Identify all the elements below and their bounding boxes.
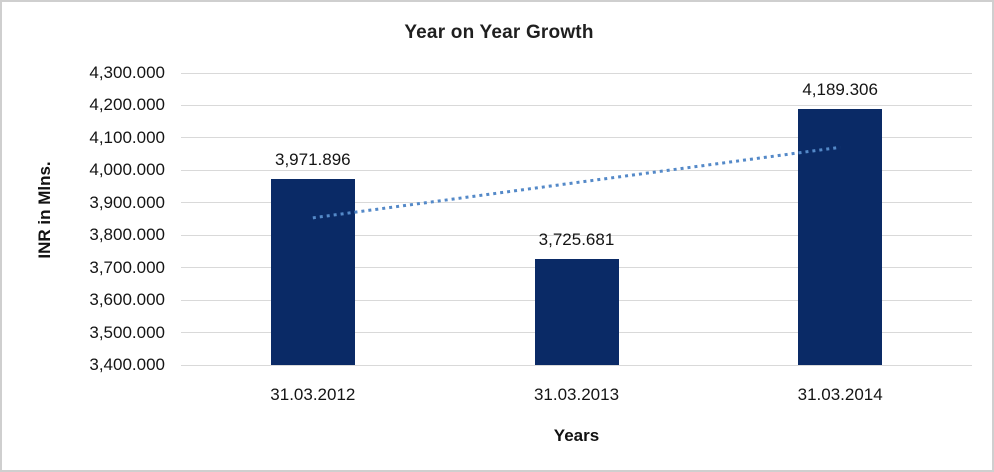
bar-value-label: 3,725.681 <box>538 230 615 250</box>
y-tick-label: 3,900.000 <box>89 192 165 212</box>
bar-31.03.2012 <box>270 179 355 365</box>
gridline <box>181 72 972 74</box>
x-tick-label: 31.03.2014 <box>797 385 883 404</box>
y-tick-label: 3,800.000 <box>89 225 165 245</box>
bar-value-label: 3,971.896 <box>275 150 351 170</box>
x-tick-label: 31.03.2012 <box>270 385 356 404</box>
x-tick-label: 31.03.2013 <box>533 385 620 404</box>
y-tick-label: 3,600.000 <box>89 290 165 310</box>
y-tick-label: 3,700.000 <box>89 257 165 277</box>
bar-value-label: 4,189.306 <box>802 79 878 99</box>
gridline <box>181 137 972 139</box>
y-tick-label: 4,100.000 <box>89 127 165 147</box>
gridline <box>181 234 972 236</box>
y-tick-label: 4,200.000 <box>89 95 165 115</box>
gridline <box>181 104 972 106</box>
y-tick-label: 3,500.000 <box>89 322 165 342</box>
bar-31.03.2013 <box>534 259 619 365</box>
y-tick-label: 3,400.000 <box>89 355 165 374</box>
gridline <box>181 364 972 366</box>
x-axis-title: Years <box>553 426 600 445</box>
bar-31.03.2014 <box>798 108 883 365</box>
y-tick-label: 4,000.000 <box>89 160 165 180</box>
y-tick-label: 4,300.000 <box>89 63 165 82</box>
chart-title: Year on Year Growth <box>404 22 594 43</box>
